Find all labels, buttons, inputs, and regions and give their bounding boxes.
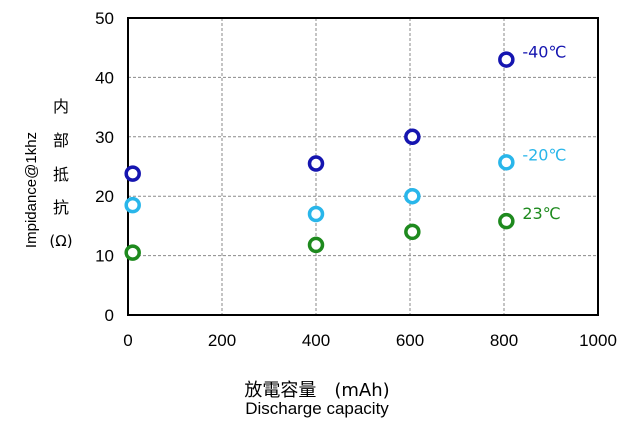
series-label: -40℃ <box>522 43 566 62</box>
data-point <box>404 128 421 146</box>
x-axis-label: Discharge capacity <box>245 399 389 418</box>
y-tick-label: 40 <box>95 68 114 87</box>
y-tick-label: 0 <box>105 306 114 325</box>
data-points <box>124 51 515 261</box>
data-point <box>404 223 421 241</box>
data-point <box>124 165 141 182</box>
y-axis-ticks: 0 10 20 30 40 50 <box>95 9 114 325</box>
x-tick-label: 0 <box>123 331 132 350</box>
x-tick-label: 600 <box>396 331 424 350</box>
data-point <box>404 187 421 205</box>
data-point <box>498 51 515 68</box>
y-tick-label: 30 <box>95 128 114 147</box>
data-point <box>124 244 141 261</box>
x-tick-label: 400 <box>302 331 330 350</box>
series-labels: -40℃ -20℃ 23℃ <box>522 43 566 224</box>
data-point <box>498 212 515 230</box>
x-axis-label-japanese: 放電容量 (mAh) <box>244 380 390 401</box>
x-axis-ticks: 0 200 400 600 800 1000 <box>123 331 617 350</box>
y-axis-label-char: 抵 <box>53 165 69 184</box>
data-point <box>307 236 325 254</box>
data-point <box>498 154 515 171</box>
series-label: -20℃ <box>522 145 566 164</box>
x-tick-label: 200 <box>208 331 236 350</box>
y-axis-label-char: 抗 <box>53 198 69 217</box>
y-axis-label-char: 部 <box>53 131 69 150</box>
plot-area-frame <box>127 17 599 316</box>
data-point <box>307 205 325 223</box>
data-point <box>307 155 325 172</box>
y-axis-label-char: 内 <box>53 97 69 116</box>
y-tick-label: 10 <box>95 247 114 266</box>
y-tick-label: 20 <box>95 187 114 206</box>
series-label: 23℃ <box>522 204 560 223</box>
grid-lines <box>128 18 598 315</box>
y-tick-label: 50 <box>95 9 114 28</box>
y-axis-label: Impidance@1khz <box>23 132 40 248</box>
x-tick-label: 800 <box>490 331 518 350</box>
data-point <box>124 196 141 214</box>
x-tick-label: 1000 <box>579 331 617 350</box>
y-axis-label-char: (Ω) <box>49 232 72 250</box>
